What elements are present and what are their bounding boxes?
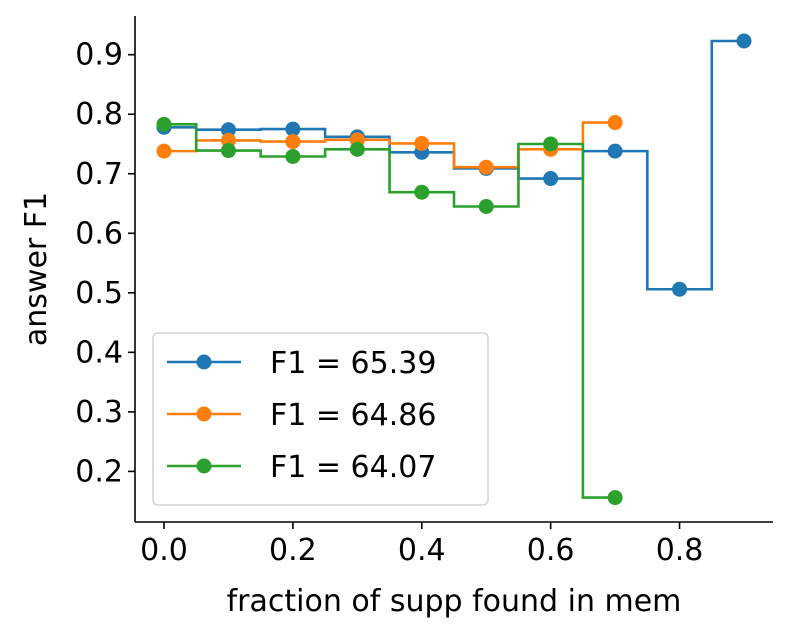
x-tick-label: 0.6	[527, 533, 575, 568]
data-point	[156, 116, 172, 132]
data-point	[736, 33, 752, 49]
y-tick-label: 0.3	[75, 395, 123, 430]
data-point	[414, 184, 430, 200]
data-point	[349, 141, 365, 157]
data-point	[478, 159, 494, 175]
data-point	[220, 143, 236, 159]
data-point	[156, 143, 172, 159]
data-point	[607, 143, 623, 159]
data-point	[285, 134, 301, 150]
x-tick-label: 0.2	[269, 533, 317, 568]
plot-area: 0.0 0.2 0.4 0.6 0.8 0.2 0.3 0.4 0.5 0.6 0.7 0.8 0.9	[75, 16, 773, 568]
data-point	[478, 198, 494, 214]
data-point	[672, 281, 688, 297]
legend: F1 = 65.39 F1 = 64.86 F1 = 64.07	[152, 332, 489, 506]
x-axis-label: fraction of supp found in mem	[227, 584, 682, 619]
data-point	[285, 121, 301, 137]
y-axis-label: answer F1	[19, 192, 54, 346]
data-point	[607, 490, 623, 506]
legend-label: F1 = 64.07	[270, 450, 436, 485]
x-tick-label: 0.8	[656, 533, 704, 568]
y-tick-label: 0.6	[75, 216, 123, 251]
legend-marker	[196, 458, 212, 474]
y-tick-label: 0.2	[75, 454, 123, 489]
legend-marker	[196, 354, 212, 370]
series-3	[156, 116, 623, 506]
x-tick-label: 0.0	[140, 533, 188, 568]
data-point	[220, 122, 236, 138]
legend-label: F1 = 64.86	[270, 398, 436, 433]
data-point	[543, 171, 559, 187]
y-tick-label: 0.5	[75, 276, 123, 311]
legend-item: F1 = 65.39	[167, 346, 436, 381]
data-point	[285, 148, 301, 164]
x-ticks: 0.0 0.2 0.4 0.6 0.8	[140, 522, 703, 568]
data-point	[607, 115, 623, 131]
legend-frame	[152, 332, 489, 506]
legend-marker	[196, 406, 212, 422]
legend-items: F1 = 65.39 F1 = 64.86 F1 = 64.07	[167, 346, 436, 485]
y-tick-label: 0.8	[75, 97, 123, 132]
y-tick-label: 0.9	[75, 38, 123, 73]
x-tick-label: 0.4	[398, 533, 446, 568]
y-tick-label: 0.7	[75, 157, 123, 192]
y-ticks: 0.2 0.3 0.4 0.5 0.6 0.7 0.8 0.9	[75, 38, 135, 489]
legend-item: F1 = 64.86	[167, 398, 436, 433]
data-point	[414, 135, 430, 151]
data-point	[543, 136, 559, 152]
series-layer	[156, 33, 752, 506]
legend-label: F1 = 65.39	[270, 346, 436, 381]
y-tick-label: 0.4	[75, 335, 123, 370]
legend-item: F1 = 64.07	[167, 450, 436, 485]
